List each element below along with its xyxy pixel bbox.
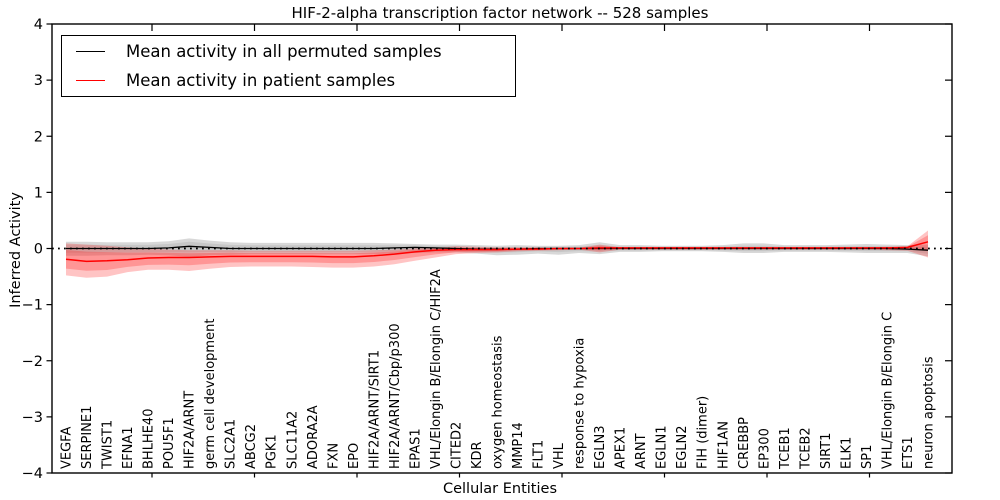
x-category-label: SLC2A1 bbox=[224, 419, 239, 469]
x-category-label: PGK1 bbox=[265, 434, 280, 469]
x-category-label: EP300 bbox=[757, 428, 772, 469]
x-category-label: HIF2A/ARNT/Cbp/p300 bbox=[388, 323, 403, 469]
x-category-label: ETS1 bbox=[901, 436, 916, 469]
permuted-line-swatch bbox=[76, 50, 105, 52]
y-tick-label: 0 bbox=[34, 242, 43, 258]
x-category-label: KDR bbox=[470, 441, 485, 469]
patient-line-swatch bbox=[76, 80, 105, 82]
x-category-label: SIRT1 bbox=[819, 433, 834, 469]
x-category-label: germ cell development bbox=[203, 319, 218, 469]
legend-entry-patient: Mean activity in patient samples bbox=[62, 67, 515, 95]
x-category-label: VHL/Elongin B/Elongin C/HIF2A bbox=[429, 269, 444, 469]
legend-box: Mean activity in all permuted samples Me… bbox=[61, 35, 516, 97]
x-category-label: POU5F1 bbox=[162, 417, 177, 469]
x-category-label: ARNT bbox=[634, 433, 649, 469]
x-category-label: HIF1AN bbox=[716, 421, 731, 469]
x-category-label: EFNA1 bbox=[121, 426, 136, 469]
y-tick-label: −4 bbox=[22, 466, 43, 482]
x-category-label: VEGFA bbox=[60, 427, 75, 469]
x-category-label: TCEB2 bbox=[798, 427, 813, 470]
legend-entry-permuted: Mean activity in all permuted samples bbox=[62, 37, 515, 65]
x-category-label: CITED2 bbox=[449, 422, 464, 469]
x-category-label: response to hypoxia bbox=[573, 338, 588, 469]
x-category-label: ELK1 bbox=[839, 437, 854, 469]
x-category-label: EGLN3 bbox=[593, 425, 608, 469]
x-category-label: APEX1 bbox=[614, 427, 629, 469]
x-category-label: EGLN2 bbox=[675, 425, 690, 469]
x-category-label: FLT1 bbox=[532, 440, 547, 469]
y-axis-label: Inferred Activity bbox=[8, 192, 24, 308]
x-category-label: neuron apoptosis bbox=[922, 356, 937, 469]
y-tick-label: −2 bbox=[22, 354, 43, 370]
x-category-label: MMP14 bbox=[511, 422, 526, 469]
chart-title: HIF-2-alpha transcription factor network… bbox=[291, 4, 709, 22]
x-category-label: HIF2A/ARNT/SIRT1 bbox=[367, 350, 382, 469]
x-category-label: EPAS1 bbox=[408, 428, 423, 469]
y-tick-label: 3 bbox=[34, 73, 43, 89]
x-category-label: CREBBP bbox=[737, 417, 752, 469]
legend-label: Mean activity in patient samples bbox=[126, 71, 396, 91]
x-category-label: VHL/Elongin B/Elongin C bbox=[880, 312, 895, 469]
x-category-label: SERPINE1 bbox=[80, 406, 95, 469]
x-axis-label: Cellular Entities bbox=[442, 481, 558, 497]
y-tick-label: 1 bbox=[34, 185, 43, 201]
x-category-label: SP1 bbox=[860, 445, 875, 469]
x-category-label: VHL bbox=[552, 442, 567, 469]
x-category-label: EPO bbox=[347, 443, 362, 469]
x-category-label: EGLN1 bbox=[655, 425, 670, 469]
x-category-label: TCEB1 bbox=[778, 427, 793, 470]
x-category-label: SLC11A2 bbox=[285, 411, 300, 469]
x-category-label: HIF2A/ARNT bbox=[183, 391, 198, 469]
x-category-label: BHLHE40 bbox=[142, 409, 157, 469]
x-category-label: oxygen homeostasis bbox=[491, 335, 506, 469]
x-category-label: FXN bbox=[326, 443, 341, 469]
x-category-label: ADORA2A bbox=[306, 405, 321, 469]
y-tick-label: −3 bbox=[22, 410, 43, 426]
patient-band-inner bbox=[66, 235, 928, 271]
x-category-label: ABCG2 bbox=[244, 424, 259, 469]
y-tick-label: 2 bbox=[34, 129, 43, 145]
x-category-label: TWIST1 bbox=[101, 420, 116, 470]
y-tick-label: −1 bbox=[22, 298, 43, 314]
y-tick-label: 4 bbox=[34, 17, 43, 33]
patient-band-outer bbox=[66, 230, 928, 278]
legend-label: Mean activity in all permuted samples bbox=[126, 41, 442, 61]
x-category-label: FIH (dimer) bbox=[696, 396, 711, 469]
